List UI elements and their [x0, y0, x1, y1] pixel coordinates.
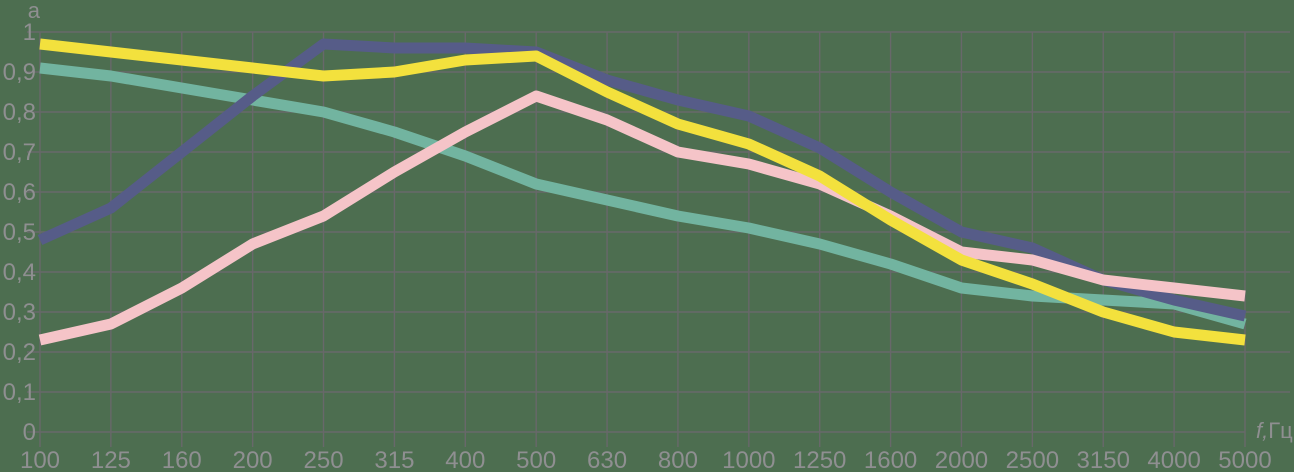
y-tick-label: 0,1 [3, 379, 36, 406]
x-tick-label: 200 [233, 447, 273, 472]
x-tick-label: 5000 [1218, 447, 1271, 472]
y-tick-label: 0,4 [3, 259, 36, 286]
x-axis-title: f,Гц [1256, 418, 1293, 443]
x-tick-label: 2000 [935, 447, 988, 472]
x-axis-title-symbol: f, [1256, 418, 1268, 443]
y-tick-label: 0,5 [3, 219, 36, 246]
y-tick-label: 0,3 [3, 299, 36, 326]
x-tick-label: 2500 [1006, 447, 1059, 472]
y-tick-label: 0,9 [3, 59, 36, 86]
x-tick-label: 630 [587, 447, 627, 472]
y-tick-label: 0,2 [3, 339, 36, 366]
x-tick-label: 3150 [1077, 447, 1130, 472]
series-line-dark-blue [37, 38, 1247, 322]
y-tick-label: 1 [23, 19, 36, 46]
series-line-yellow [39, 38, 1246, 346]
x-tick-label: 160 [162, 447, 202, 472]
y-tick-label: 0,7 [3, 139, 36, 166]
x-tick-label: 1000 [722, 447, 775, 472]
x-axis-title-unit: Гц [1268, 418, 1293, 443]
x-tick-label: 100 [20, 447, 60, 472]
series-line-pink [38, 90, 1246, 346]
y-tick-label: 0,6 [3, 179, 36, 206]
x-tick-label: 125 [91, 447, 131, 472]
x-tick-label: 250 [304, 447, 344, 472]
series-line-teal [39, 62, 1247, 330]
x-tick-label: 400 [445, 447, 485, 472]
x-tick-label: 1600 [864, 447, 917, 472]
x-tick-label: 800 [658, 447, 698, 472]
y-tick-label: 0,8 [3, 99, 36, 126]
y-tick-label: 0 [23, 419, 36, 446]
x-tick-label: 1250 [793, 447, 846, 472]
y-axis-title: a [28, 0, 41, 23]
x-tick-label: 315 [374, 447, 414, 472]
grid [27, 31, 1290, 447]
x-tick-label: 4000 [1147, 447, 1200, 472]
x-tick-label: 500 [516, 447, 556, 472]
